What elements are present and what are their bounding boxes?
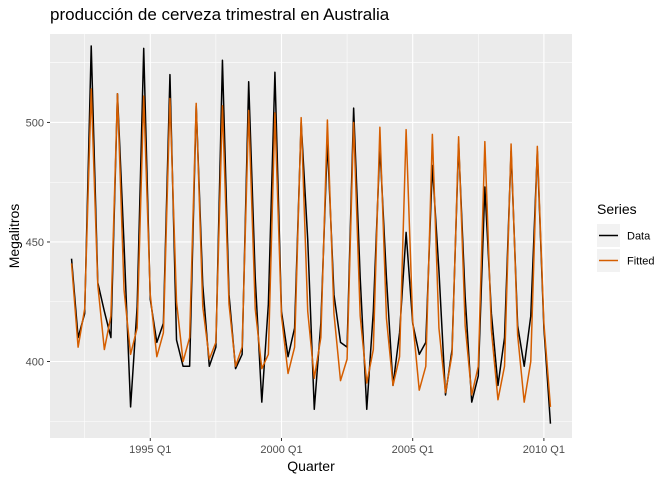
legend-title: Series <box>597 201 637 217</box>
y-tick-label: 500 <box>26 117 44 129</box>
major-gridlines <box>50 34 572 438</box>
x-tick-label: 2000 Q1 <box>260 444 302 456</box>
y-tick-label: 400 <box>26 357 44 369</box>
series-line-fitted <box>70 88 552 407</box>
legend-label-fitted: Fitted <box>627 256 655 268</box>
y-axis: 400 450 500 <box>26 117 50 369</box>
y-axis-title: Megalitros <box>6 204 22 269</box>
x-tick-label: 2005 Q1 <box>392 444 434 456</box>
y-tick-label: 450 <box>26 237 44 249</box>
plot-panel <box>50 34 572 438</box>
x-tick-label: 1995 Q1 <box>129 444 171 456</box>
legend: Series Data Fitted <box>597 201 655 272</box>
chart-title: producción de cerveza trimestral en Aust… <box>50 5 390 24</box>
legend-label-data: Data <box>627 231 651 243</box>
x-axis-title: Quarter <box>287 458 335 474</box>
series-lines <box>70 45 552 424</box>
x-axis: 1995 Q1 2000 Q1 2005 Q1 2010 Q1 <box>129 438 565 456</box>
x-tick-label: 2010 Q1 <box>523 444 565 456</box>
